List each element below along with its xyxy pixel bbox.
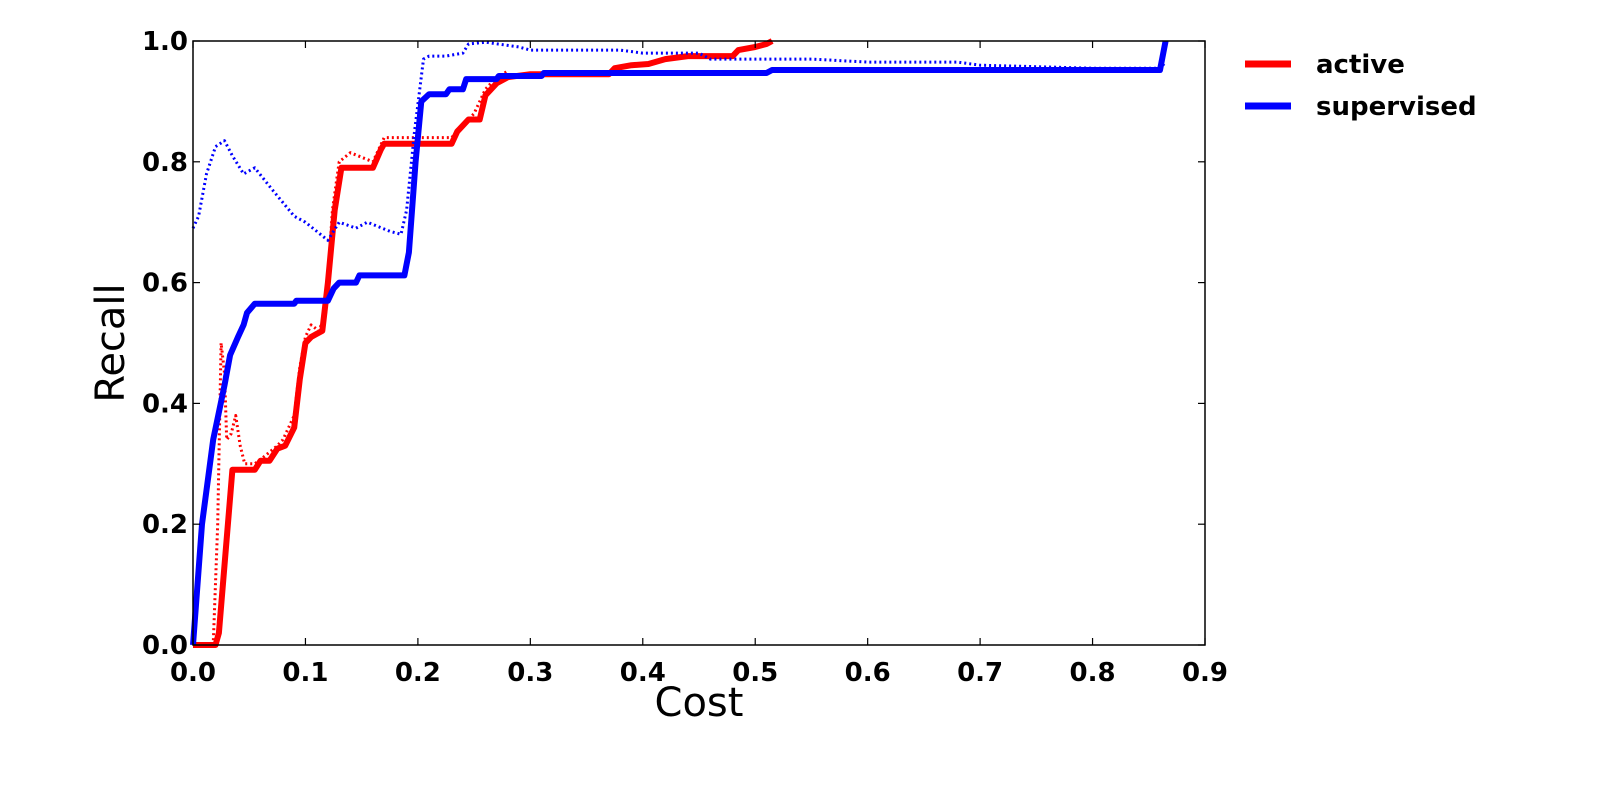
y-axis-title: Recall bbox=[88, 283, 134, 402]
x-tick-label: 0.6 bbox=[845, 658, 891, 688]
series-layer bbox=[190, 38, 1169, 648]
ticks-layer bbox=[192, 40, 1206, 646]
y-tick-label: 0.0 bbox=[142, 631, 188, 661]
series-line-active-dotted bbox=[193, 69, 509, 647]
y-tick-label: 0.2 bbox=[142, 510, 188, 540]
legend-label-active: active bbox=[1316, 50, 1405, 80]
x-axis-title: Cost bbox=[655, 680, 744, 726]
x-tick-label: 0.9 bbox=[1182, 658, 1228, 688]
x-tick-label: 0.0 bbox=[170, 658, 216, 688]
series-line-active-solid bbox=[193, 38, 774, 648]
legend: active supervised bbox=[1245, 50, 1477, 122]
x-tick-label: 0.8 bbox=[1070, 658, 1116, 688]
legend-label-supervised: supervised bbox=[1316, 92, 1477, 122]
x-tick-label: 0.7 bbox=[957, 658, 1003, 688]
plot-area bbox=[193, 41, 1205, 645]
y-tick-label: 0.4 bbox=[142, 389, 188, 419]
y-tick-label: 0.6 bbox=[142, 269, 188, 299]
x-tick-label: 0.5 bbox=[732, 658, 778, 688]
x-tick-label: 0.3 bbox=[507, 658, 553, 688]
y-tick-label: 0.8 bbox=[142, 148, 188, 178]
series-line-supervised-dotted bbox=[191, 40, 1167, 242]
series-line-supervised-solid bbox=[190, 40, 1169, 646]
plot-frame bbox=[192, 40, 1206, 646]
x-tick-label: 0.4 bbox=[620, 658, 666, 688]
x-tick-label: 0.1 bbox=[282, 658, 328, 688]
y-tick-label: 1.0 bbox=[142, 27, 188, 57]
x-tick-label: 0.2 bbox=[395, 658, 441, 688]
tick-labels: 0.0 0.1 0.2 0.3 0.4 0.5 0.6 0.7 0.8 0.9 0.0 0.2 0.4 0… bbox=[142, 27, 1228, 688]
